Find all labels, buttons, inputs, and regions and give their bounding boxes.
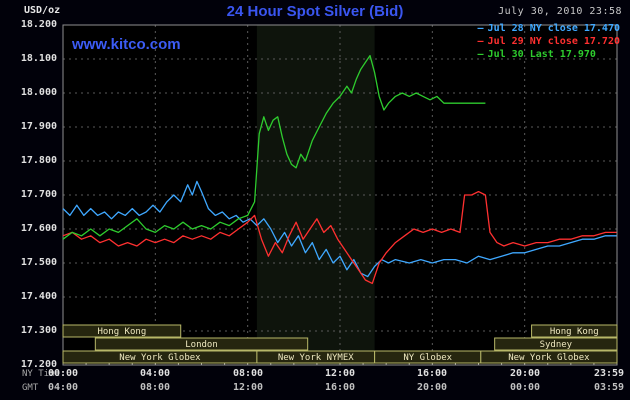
- session-label: New York NYMEX: [278, 353, 354, 363]
- y-tick-label: 17.500: [20, 257, 57, 268]
- series-line-jul28: [62, 180, 617, 278]
- x-tick-label: 23:59: [593, 368, 625, 379]
- session-box-new-york-globex: [480, 350, 618, 364]
- legend-item-jul28: — Jul 28 NY close 17.470: [478, 22, 620, 35]
- session-label: Hong Kong: [97, 327, 146, 337]
- session-box-london: [94, 337, 309, 351]
- x-axis-gmt: GMT 04:00 08:00 12:00 16:00 20:00 00:00 …: [0, 382, 630, 394]
- y-tick-label: 17.300: [20, 325, 57, 336]
- legend: — Jul 28 NY close 17.470 — Jul 29 NY clo…: [478, 22, 620, 61]
- y-axis: 18.200 18.100 18.000 17.900 17.800 17.70…: [0, 18, 57, 372]
- chart-datetime: July 30, 2010 23:58: [498, 6, 622, 17]
- jul28-line-marker-icon: —: [477, 23, 484, 34]
- session-label: New York Globex: [508, 353, 590, 363]
- session-box-sydney: [494, 337, 618, 351]
- x-tick-label: 16:00: [324, 382, 356, 393]
- x-tick-label: 00:00: [509, 382, 541, 393]
- y-tick-label: 17.400: [20, 291, 57, 302]
- jul30-line-marker-icon: —: [477, 49, 484, 60]
- x-axis-ny-time: NY Time 00:00 04:00 08:00 12:00 16:00 20…: [0, 368, 630, 380]
- x-tick-label: 12:00: [324, 368, 356, 379]
- y-tick-label: 17.600: [20, 223, 57, 234]
- x-tick-label: 00:00: [47, 368, 79, 379]
- chart-title: 24 Hour Spot Silver (Bid): [226, 3, 404, 20]
- x-tick-label: 20:00: [509, 368, 541, 379]
- session-box-hong-kong: [62, 324, 182, 338]
- session-box-hong-kong: [531, 324, 618, 338]
- jul29-line-marker-icon: —: [477, 36, 484, 47]
- x-tick-label: 16:00: [416, 368, 448, 379]
- kitco-link[interactable]: www.kitco.com: [72, 36, 181, 53]
- plot-border: [62, 24, 618, 366]
- session-label: London: [185, 340, 218, 350]
- y-tick-label: 17.200: [20, 359, 57, 370]
- session-label: New York Globex: [119, 353, 201, 363]
- y-tick-label: 18.100: [20, 53, 57, 64]
- x-tick-label: 03:59: [593, 382, 625, 393]
- x-tick-label: 12:00: [232, 382, 264, 393]
- series-line-jul29: [62, 190, 617, 285]
- x-tick-label: 08:00: [232, 368, 264, 379]
- y-tick-label: 17.700: [20, 189, 57, 200]
- legend-item-jul29: — Jul 29 NY close 17.720: [478, 35, 620, 48]
- x-tick-label: 08:00: [139, 382, 171, 393]
- legend-item-jul30: — Jul 30 Last 17.970: [478, 48, 620, 61]
- x-tick-label: 20:00: [416, 382, 448, 393]
- legend-label-jul30: Jul 30 Last 17.970: [487, 49, 596, 60]
- y-tick-label: 17.900: [20, 121, 57, 132]
- legend-label-jul29: Jul 29 NY close 17.720: [487, 36, 620, 47]
- legend-label-jul28: Jul 28 NY close 17.470: [487, 23, 620, 34]
- y-tick-label: 18.000: [20, 87, 57, 98]
- gmt-axis-label: GMT: [22, 383, 39, 393]
- y-tick-label: 17.800: [20, 155, 57, 166]
- price-units-label: USD/oz: [24, 5, 61, 16]
- ny-time-axis-label: NY Time: [22, 369, 60, 379]
- session-label: Hong Kong: [550, 327, 599, 337]
- session-label: Sydney: [540, 340, 573, 350]
- y-tick-label: 18.200: [20, 19, 57, 30]
- session-label: NY Globex: [403, 353, 452, 363]
- series-line-jul30: [62, 54, 486, 240]
- x-tick-label: 04:00: [139, 368, 171, 379]
- x-tick-label: 04:00: [47, 382, 79, 393]
